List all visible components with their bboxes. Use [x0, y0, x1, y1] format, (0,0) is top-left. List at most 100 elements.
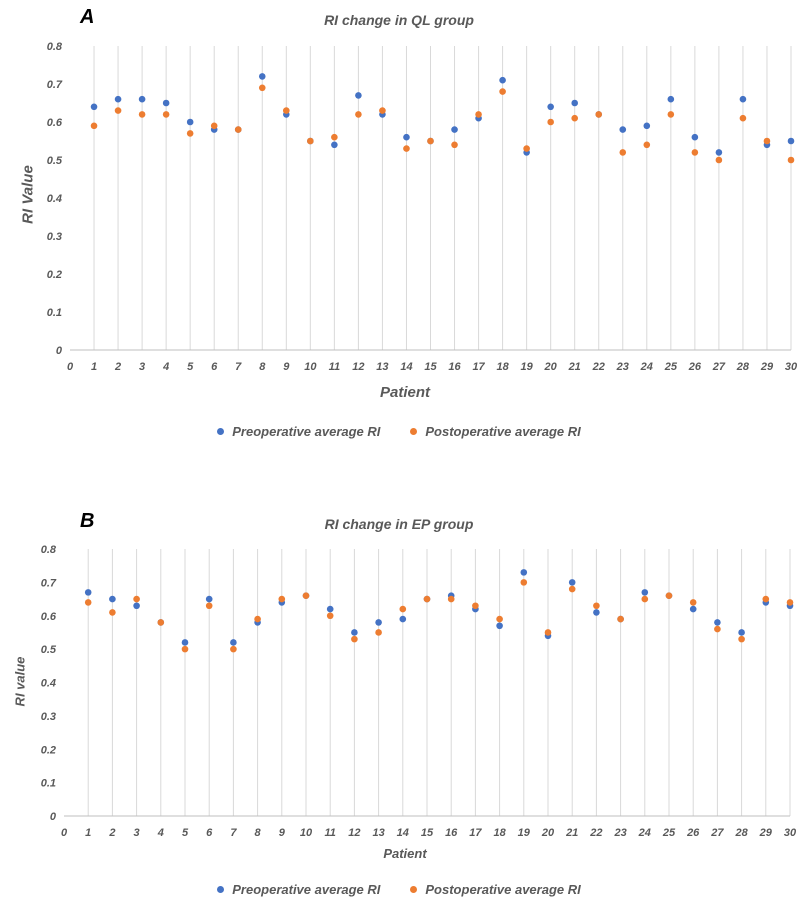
- y-tick-label: 0.1: [47, 307, 62, 319]
- data-point: [593, 609, 600, 616]
- y-tick-label: 0.8: [41, 544, 57, 556]
- data-point: [472, 602, 479, 610]
- data-point: [571, 114, 578, 122]
- data-point: [496, 622, 503, 630]
- x-tick-label: 10: [300, 827, 313, 839]
- data-point: [762, 595, 770, 603]
- data-point: [544, 629, 552, 636]
- data-point: [571, 99, 578, 107]
- scatter-plot-b: 00.10.20.30.40.50.60.70.80 1 2 3 4 5 6 7 8 9 10 11 1…: [41, 544, 797, 839]
- data-point: [186, 130, 194, 137]
- data-point: [667, 111, 675, 118]
- legend-label-preoperative: Preoperative average RI: [232, 882, 381, 897]
- x-tick-label: 0: [67, 361, 74, 373]
- data-point: [496, 615, 503, 623]
- x-tick-label: 24: [640, 361, 653, 373]
- data-point: [138, 95, 146, 103]
- y-tick-label: 0.4: [41, 678, 56, 690]
- legend-marker-preoperative: [217, 428, 225, 435]
- data-point: [258, 84, 266, 92]
- legend-item-preoperative: Preoperative average RI: [217, 424, 380, 439]
- data-point: [375, 619, 382, 626]
- legend-marker-preoperative: [217, 886, 225, 893]
- data-point: [181, 639, 189, 646]
- y-tick-label: 0.2: [41, 744, 56, 756]
- x-tick-label: 22: [592, 361, 605, 373]
- x-tick-label: 26: [686, 827, 700, 839]
- panel-label: B: [80, 510, 95, 532]
- x-tick-label: 10: [304, 361, 317, 373]
- data-point: [278, 595, 286, 603]
- x-tick-label: 18: [496, 361, 509, 373]
- legend-label-postoperative: Postoperative average RI: [425, 882, 581, 897]
- x-tick-label: 6: [206, 827, 213, 839]
- x-tick-label: 17: [472, 361, 485, 373]
- x-tick-label: 27: [710, 827, 724, 839]
- x-tick-label: 8: [259, 361, 266, 373]
- series-postoperative: [90, 84, 795, 164]
- x-tick-label: 22: [589, 827, 602, 839]
- data-point: [181, 645, 189, 653]
- x-tick-label: 30: [784, 827, 797, 839]
- y-tick-label: 0.2: [47, 269, 62, 281]
- data-point: [427, 137, 434, 145]
- legend-item-postoperative: Postoperative average RI: [410, 424, 581, 439]
- y-tick-label: 0.3: [41, 711, 56, 723]
- x-tick-label: 1: [85, 827, 91, 839]
- x-tick-label: 25: [662, 827, 676, 839]
- data-point: [210, 122, 218, 130]
- chart-title: RI change in QL group: [324, 12, 474, 28]
- x-tick-label: 5: [187, 361, 194, 373]
- x-tick-label: 6: [211, 361, 218, 373]
- data-point: [523, 145, 530, 152]
- x-tick-label: 15: [421, 827, 434, 839]
- data-point: [133, 595, 140, 603]
- series-preoperative: [90, 73, 795, 156]
- x-tick-label: 3: [139, 361, 145, 373]
- data-point: [403, 145, 410, 152]
- data-point: [787, 156, 795, 164]
- data-point: [593, 602, 600, 610]
- data-point: [162, 111, 170, 118]
- x-tick-label: 29: [760, 361, 774, 373]
- panel-label: A: [80, 6, 95, 28]
- data-point: [84, 599, 92, 606]
- data-point: [399, 605, 407, 613]
- data-point: [738, 635, 745, 643]
- data-point: [520, 579, 528, 586]
- x-tick-label: 1: [91, 361, 97, 373]
- data-point: [234, 126, 242, 133]
- y-tick-label: 0.3: [47, 231, 62, 243]
- x-tick-label: 12: [352, 361, 364, 373]
- x-tick-label: 28: [734, 827, 748, 839]
- data-point: [90, 103, 98, 111]
- data-point: [375, 629, 382, 636]
- y-tick-label: 0.4: [47, 193, 62, 205]
- data-point: [355, 92, 362, 99]
- x-tick-label: 25: [664, 361, 678, 373]
- data-point: [691, 133, 699, 141]
- data-point: [379, 107, 386, 114]
- data-point: [230, 639, 237, 646]
- data-point: [738, 629, 745, 636]
- x-tick-label: 23: [616, 361, 629, 373]
- x-tick-label: 13: [376, 361, 388, 373]
- data-point: [230, 645, 237, 653]
- x-tick-label: 15: [424, 361, 437, 373]
- data-point: [162, 99, 170, 107]
- data-point: [643, 122, 651, 130]
- x-tick-label: 21: [568, 361, 581, 373]
- x-tick-label: 28: [736, 361, 750, 373]
- data-point: [786, 599, 794, 606]
- data-point: [739, 114, 747, 122]
- y-tick-label: 0: [56, 345, 63, 357]
- data-point: [447, 595, 455, 603]
- x-tick-label: 13: [372, 827, 384, 839]
- x-tick-label: 12: [348, 827, 360, 839]
- data-point: [355, 111, 362, 118]
- chart-panel-b: B RI change in EP group RI value Patient…: [0, 500, 798, 902]
- x-tick-label: 14: [400, 361, 412, 373]
- x-tick-label: 30: [785, 361, 798, 373]
- x-tick-label: 4: [162, 361, 169, 373]
- x-tick-label: 17: [469, 827, 482, 839]
